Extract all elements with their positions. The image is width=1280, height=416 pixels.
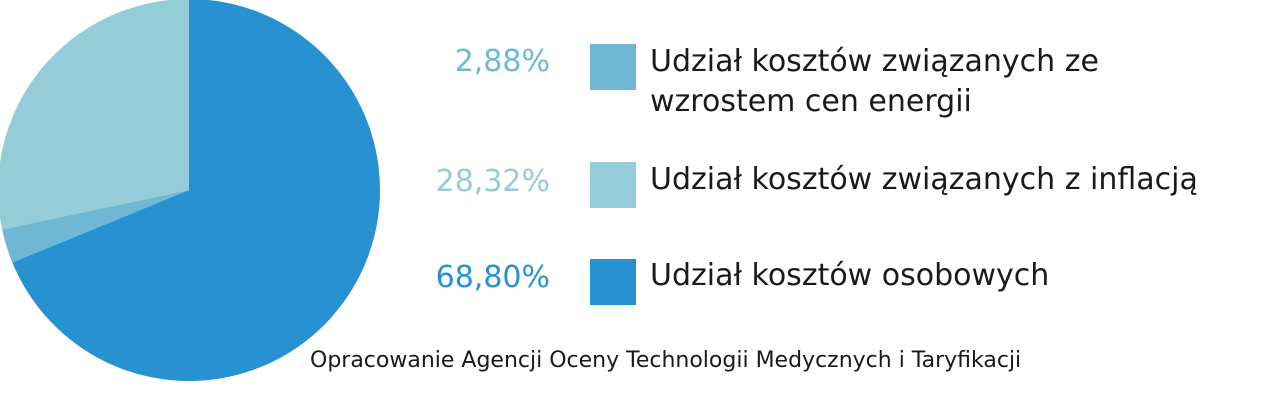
legend-swatch-personnel [590, 259, 636, 305]
source-note: Opracowanie Agencji Oceny Technologii Me… [310, 348, 1022, 373]
legend-item-energy: 2,88% Udział kosztów związanych ze wzros… [400, 40, 1260, 140]
legend-value-inflation: 28,32% [435, 164, 550, 199]
legend-swatch-energy [590, 44, 636, 90]
legend-swatch-inflation [590, 162, 636, 208]
legend-label-inflation: Udział kosztów związanych z inflacją [650, 162, 1198, 197]
pie-slice-personnel [12, 0, 380, 381]
legend-value-energy: 2,88% [454, 44, 550, 79]
legend-label-energy: Udział kosztów związanych ze wzrostem ce… [650, 44, 1099, 119]
legend-item-inflation: 28,32% Udział kosztów związanych z infla… [400, 160, 1260, 260]
legend-item-personnel: 68,80% Udział kosztów osobowych [400, 256, 1260, 356]
legend-label-personnel: Udział kosztów osobowych [650, 258, 1050, 293]
pie-slice-inflation [0, 0, 189, 230]
pie-slice-energy [2, 190, 189, 263]
pie-chart [0, 0, 380, 381]
legend-value-personnel: 68,80% [435, 260, 550, 295]
